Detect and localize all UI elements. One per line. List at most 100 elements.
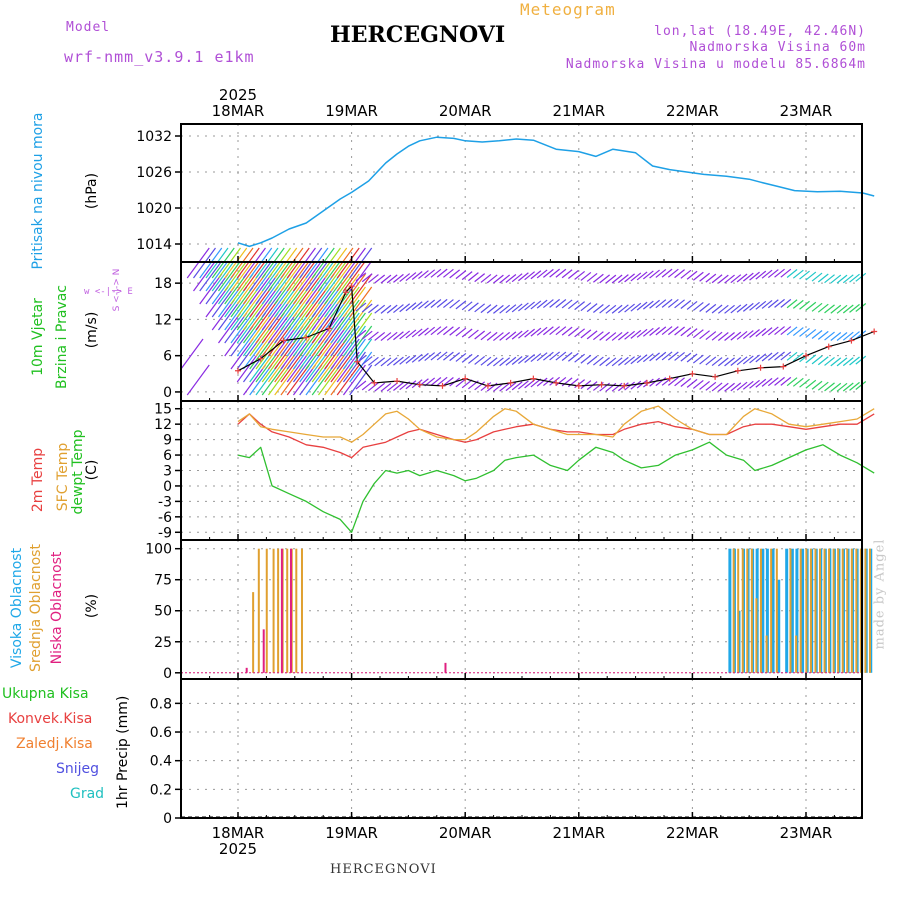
meteogram-label: Meteogram bbox=[520, 0, 616, 19]
wind-barb bbox=[599, 274, 610, 284]
wind-barb bbox=[317, 299, 341, 331]
wind-barb bbox=[461, 353, 473, 363]
footer-station: HERCEGNOVI bbox=[330, 862, 437, 877]
wind-barb bbox=[230, 325, 254, 357]
wind-barb bbox=[399, 303, 411, 313]
wind-barb bbox=[767, 299, 779, 309]
wind-barb bbox=[187, 313, 209, 343]
wind-barb bbox=[799, 300, 810, 310]
wind-barb bbox=[755, 270, 767, 280]
wind-barb bbox=[430, 377, 442, 386]
wind-barb bbox=[380, 274, 392, 284]
wind-barb bbox=[255, 351, 279, 383]
wind-barb bbox=[311, 286, 335, 318]
wind-barb bbox=[480, 273, 492, 283]
wind-barb bbox=[224, 312, 248, 344]
wind-barb bbox=[330, 312, 354, 344]
wind-barb bbox=[524, 354, 536, 363]
wind-barb bbox=[811, 355, 823, 365]
wind-barb bbox=[286, 273, 310, 305]
wind-gust-marker bbox=[530, 375, 537, 382]
wind-barb bbox=[767, 326, 779, 336]
wind-barb bbox=[611, 331, 623, 341]
wind-barb bbox=[805, 328, 817, 338]
wind-barb bbox=[242, 260, 266, 292]
wind-barb bbox=[324, 312, 348, 344]
wind-barb bbox=[336, 299, 360, 331]
wind-barb bbox=[193, 313, 215, 343]
wind-barb bbox=[255, 364, 279, 396]
bottom-day-label: 23MAR bbox=[780, 824, 833, 842]
wind-barb bbox=[280, 351, 304, 383]
cloud-bar-1 bbox=[814, 548, 817, 673]
wind-barb bbox=[236, 260, 260, 292]
wind-barb bbox=[580, 354, 592, 364]
page-title: HERCEGNOVI bbox=[330, 22, 506, 48]
wind-barb bbox=[411, 271, 423, 280]
wind-barb bbox=[480, 382, 492, 392]
wind-barb bbox=[461, 379, 473, 389]
wind-barb bbox=[605, 332, 617, 342]
cloud-bar-1 bbox=[850, 548, 853, 673]
wind-barb bbox=[711, 274, 723, 284]
top-day-label: 22MAR bbox=[666, 102, 719, 120]
cloud-bar-2 bbox=[289, 548, 292, 673]
wind-barb bbox=[574, 353, 585, 363]
wind-barb bbox=[830, 332, 842, 341]
wind-barb bbox=[211, 260, 235, 292]
wind-barb bbox=[374, 331, 386, 341]
wind-barb bbox=[267, 312, 291, 344]
wind-barb bbox=[480, 331, 492, 341]
wind-barb bbox=[368, 274, 379, 283]
wind-barb bbox=[561, 377, 573, 387]
wind-barb bbox=[368, 382, 379, 392]
wind-barb bbox=[674, 377, 685, 387]
wind-barb bbox=[717, 357, 729, 367]
wind-barb bbox=[705, 331, 717, 341]
wind-barb bbox=[280, 273, 304, 305]
wind-barb bbox=[686, 300, 698, 310]
wind-barb bbox=[699, 330, 710, 340]
wind-barb bbox=[305, 260, 329, 292]
wind-barb bbox=[187, 339, 209, 369]
wind-barb bbox=[849, 303, 860, 313]
cloud-bar-1 bbox=[770, 548, 773, 673]
wind-barb bbox=[686, 270, 698, 280]
wind-barb bbox=[855, 272, 867, 282]
wind-barb bbox=[799, 378, 810, 388]
wind-barb bbox=[599, 304, 610, 314]
wind-barb bbox=[655, 299, 667, 309]
cloud-bar-0 bbox=[801, 548, 805, 673]
wind-barb bbox=[617, 382, 629, 392]
wind-barb bbox=[680, 300, 692, 309]
wind-barb bbox=[549, 351, 561, 361]
wind-barb bbox=[317, 338, 341, 370]
wind-barb bbox=[824, 382, 835, 392]
wind-barb bbox=[530, 353, 542, 363]
cloud-bar-1 bbox=[295, 548, 298, 673]
model-name: wrf-nmm_v3.9.1 e1km bbox=[64, 48, 255, 66]
wind-barb bbox=[311, 325, 335, 357]
wind-barb bbox=[292, 312, 316, 344]
wind-barb bbox=[355, 380, 367, 390]
wind-barb bbox=[730, 382, 742, 392]
wind-gust-marker bbox=[439, 382, 446, 389]
precip-ytick-label: 0.2 bbox=[150, 782, 172, 798]
wind-barb bbox=[267, 325, 291, 357]
wind-barb bbox=[206, 326, 228, 356]
wind-barb bbox=[736, 356, 748, 366]
wind-barb bbox=[193, 339, 215, 369]
wind-barb bbox=[180, 338, 204, 370]
pressure-ytick-label: 1032 bbox=[136, 129, 172, 145]
wind-barb bbox=[349, 325, 373, 357]
wind-barb bbox=[211, 299, 235, 331]
wind-barb bbox=[405, 380, 417, 390]
wind-barb bbox=[212, 352, 234, 382]
bottom-day-label: 22MAR bbox=[666, 824, 719, 842]
wind-barb bbox=[780, 298, 792, 308]
wind-barb bbox=[261, 325, 285, 357]
wind-barb bbox=[218, 326, 240, 356]
wind-barb bbox=[411, 353, 423, 363]
wind-barb bbox=[330, 338, 354, 370]
wind-barb bbox=[649, 269, 660, 279]
